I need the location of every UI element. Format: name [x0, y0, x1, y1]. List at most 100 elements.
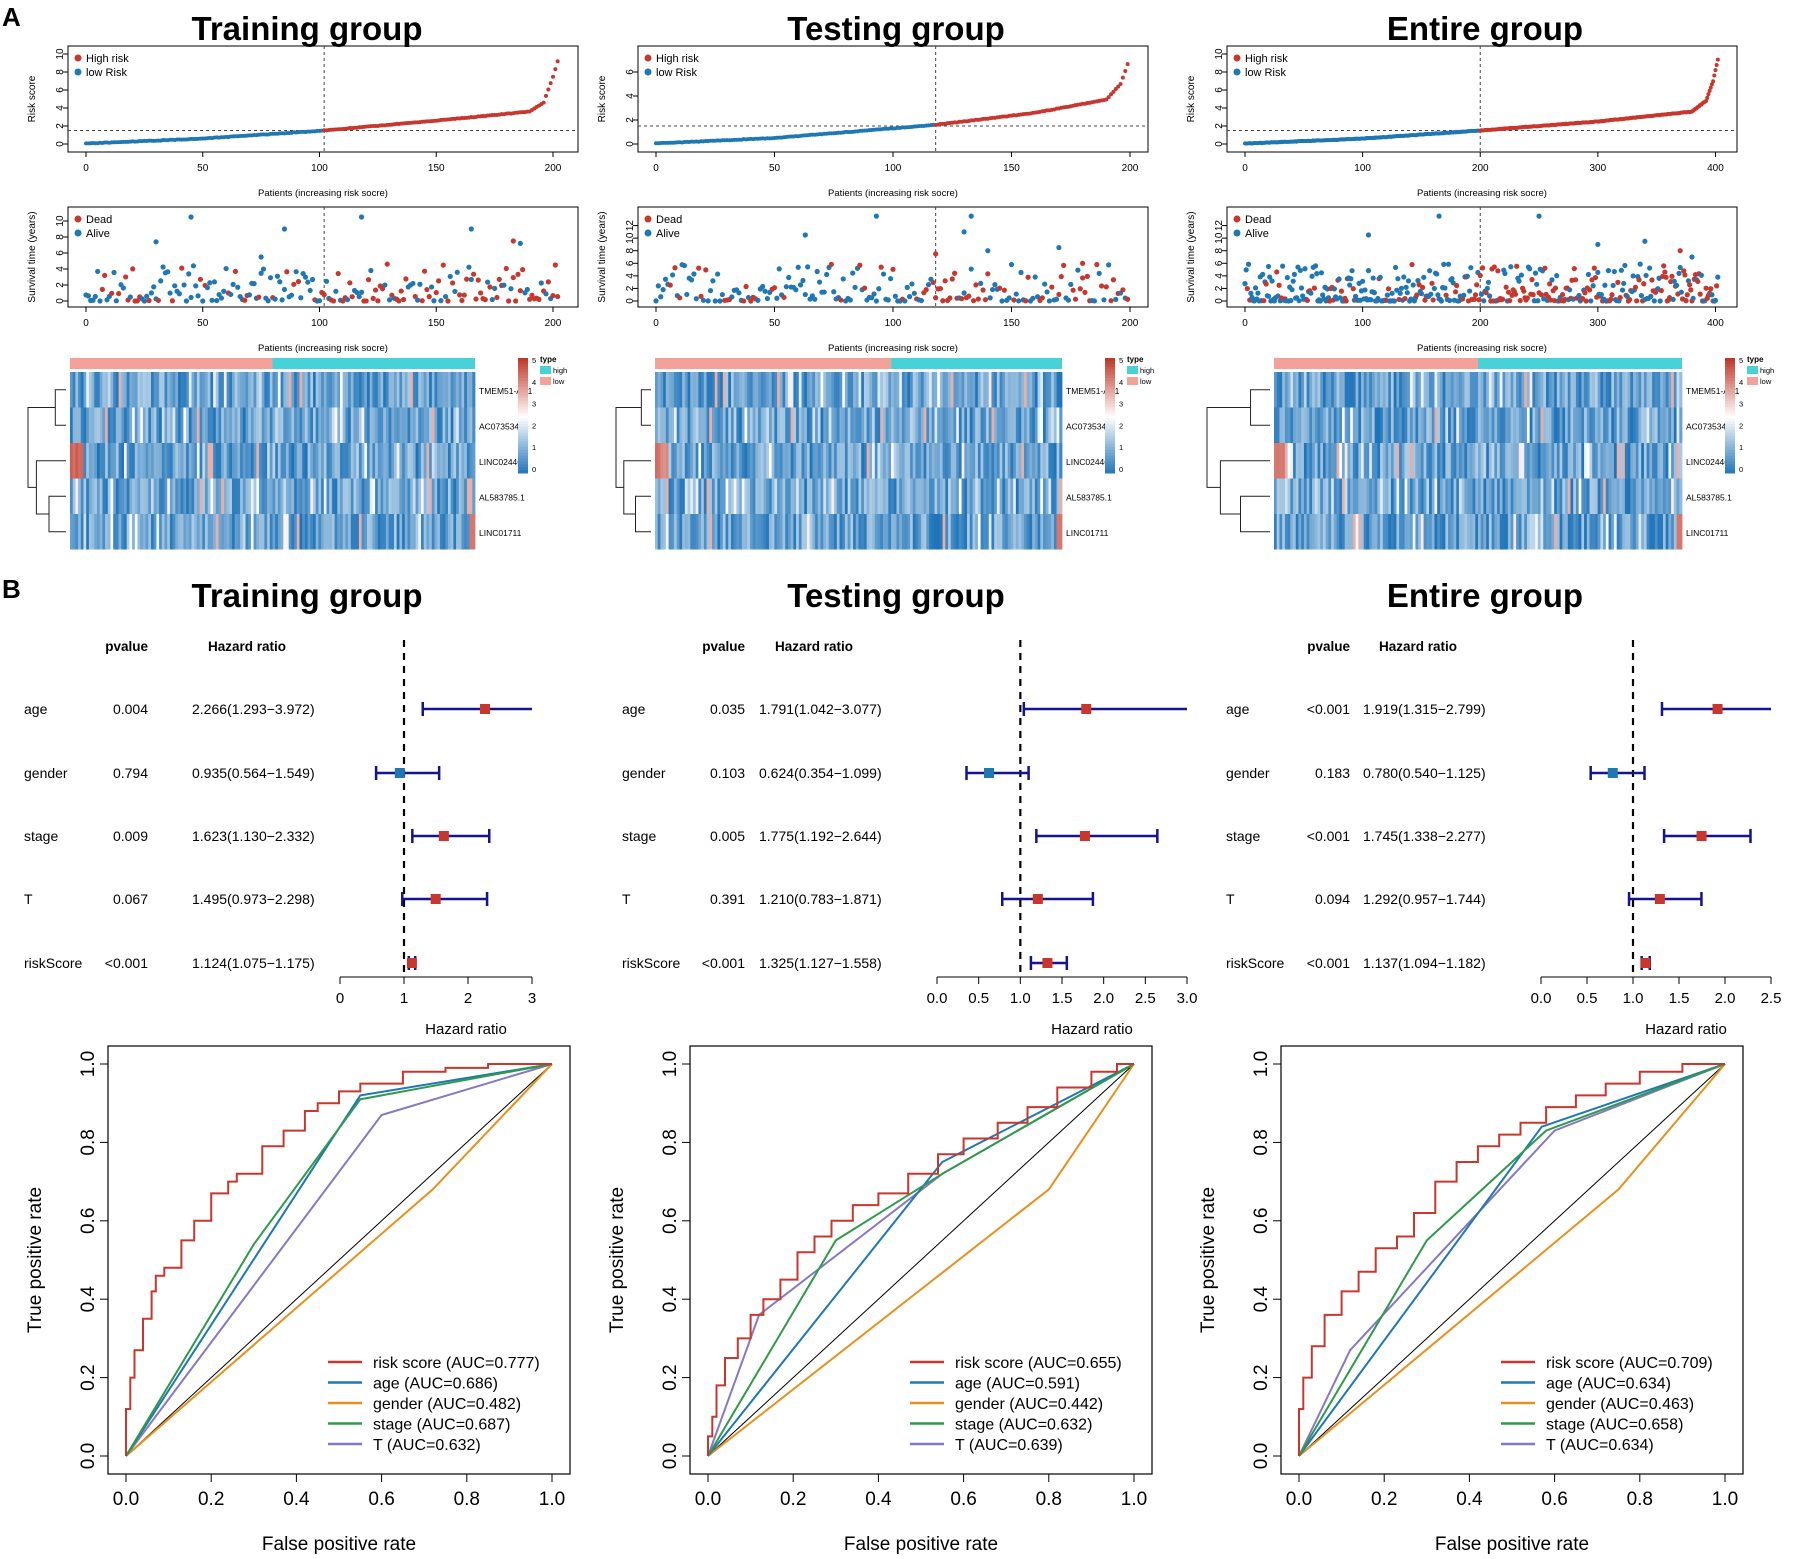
- heatmap-cell: [915, 443, 919, 479]
- heatmap-cell: [1662, 514, 1667, 550]
- heatmap-cell: [102, 407, 106, 443]
- heatmap-cell: [994, 407, 998, 443]
- heatmap-cell: [1322, 407, 1327, 443]
- heatmap-cell: [445, 478, 449, 514]
- heatmap-cell: [717, 443, 721, 479]
- dead-point: [1552, 285, 1559, 291]
- alive-point: [1527, 266, 1533, 272]
- heatmap-cell: [866, 407, 870, 443]
- heatmap-cell: [1282, 443, 1286, 479]
- heatmap-cell: [1363, 514, 1367, 550]
- color-scale-step: [518, 421, 528, 425]
- heatmap-cell: [904, 443, 908, 479]
- heatmap-cell: [261, 372, 265, 408]
- heatmap-cell: [380, 443, 384, 479]
- dead-point: [372, 287, 379, 293]
- heatmap-cell: [250, 407, 254, 443]
- alive-point: [141, 298, 147, 304]
- dead-point: [942, 278, 948, 284]
- alive-point: [1436, 213, 1442, 219]
- heatmap-cell: [172, 514, 176, 550]
- heatmap-cell: [102, 443, 106, 479]
- heatmap-cell: [1412, 372, 1416, 408]
- heatmap-cell: [842, 478, 846, 514]
- heatmap-cell: [793, 514, 797, 550]
- heatmap-cell: [134, 443, 138, 479]
- type-legend-label-high: high: [553, 366, 567, 375]
- heatmap-cell: [1649, 478, 1653, 514]
- heatmap-cell: [1015, 478, 1019, 514]
- alive-point: [885, 297, 891, 303]
- heatmap-cell: [1344, 443, 1348, 479]
- alive-point: [821, 289, 827, 295]
- heatmap-cell: [1475, 514, 1479, 550]
- type-legend-label-low: low: [1140, 377, 1152, 386]
- dead-point: [464, 276, 470, 282]
- dead-point: [672, 265, 678, 271]
- heatmap-cell: [1513, 514, 1517, 550]
- heatmap-cell: [1420, 443, 1424, 479]
- heatmap-cell: [302, 478, 306, 514]
- dead-point: [400, 296, 407, 303]
- heatmap-cell: [399, 407, 403, 443]
- heatmap-cell: [439, 372, 443, 408]
- color-scale-step: [518, 378, 528, 382]
- alive-point: [797, 282, 804, 288]
- alive-point: [1242, 281, 1248, 287]
- x-tick-label: 2.0: [1093, 990, 1114, 1007]
- heatmap-cell: [758, 514, 762, 550]
- color-scale-step: [1725, 458, 1735, 462]
- heatmap-cell: [918, 443, 922, 479]
- dead-point: [440, 262, 446, 268]
- heatmap-cell: [1616, 372, 1620, 408]
- heatmap-cell: [412, 407, 416, 443]
- heatmap-cell: [709, 514, 713, 550]
- heatmap-cell: [1347, 514, 1351, 550]
- heatmap-cell: [145, 478, 149, 514]
- heatmap-cell: [137, 407, 141, 443]
- heatmap-cell: [70, 407, 74, 443]
- alive-point: [1371, 290, 1377, 296]
- heatmap-cell: [1361, 372, 1365, 408]
- heatmap-cell: [207, 478, 211, 514]
- heatmap-cell: [1586, 443, 1590, 479]
- heatmap-cell: [226, 478, 230, 514]
- heatmap-cell: [1622, 478, 1626, 514]
- heatmap-cell: [304, 514, 308, 550]
- heatmap-cell: [218, 407, 222, 443]
- heatmap-cell: [431, 443, 435, 479]
- heatmap-cell: [937, 372, 941, 408]
- heatmap-cell: [472, 514, 476, 550]
- heatmap-cell: [1412, 514, 1416, 550]
- heatmap-cell: [663, 478, 667, 514]
- color-scale-step: [1105, 363, 1115, 368]
- heatmap-cell: [439, 407, 443, 443]
- heatmap-cell: [283, 443, 287, 479]
- dendrogram-branch: [635, 495, 651, 533]
- dead-point: [1023, 298, 1029, 304]
- heatmap-cell: [372, 443, 376, 479]
- heatmap-cell: [1635, 407, 1639, 443]
- heatmap-cell: [1415, 407, 1419, 443]
- color-scale-step: [1725, 429, 1735, 434]
- heatmap-cell: [1594, 372, 1599, 408]
- alive-point: [655, 283, 661, 289]
- heatmap-cell: [307, 514, 311, 550]
- alive-point: [1032, 274, 1038, 280]
- heatmap-cell: [423, 514, 427, 550]
- heatmap-cell: [1333, 514, 1337, 550]
- heatmap-cell: [701, 478, 705, 514]
- heatmap-cell: [1404, 372, 1408, 408]
- heatmap-cell: [1605, 514, 1609, 550]
- heatmap-cell: [1586, 372, 1590, 408]
- heatmap-cell: [418, 372, 422, 408]
- heatmap-cell: [1540, 443, 1544, 479]
- heatmap-cell: [180, 514, 184, 550]
- heatmap-cell: [679, 514, 683, 550]
- dead-point: [1529, 277, 1535, 283]
- type-legend-label-high: high: [1760, 366, 1774, 375]
- heatmap-cell: [1548, 407, 1552, 443]
- heatmap-cell: [682, 478, 686, 514]
- y-tick-label: 0.8: [78, 1129, 99, 1155]
- heatmap-cell: [749, 407, 754, 443]
